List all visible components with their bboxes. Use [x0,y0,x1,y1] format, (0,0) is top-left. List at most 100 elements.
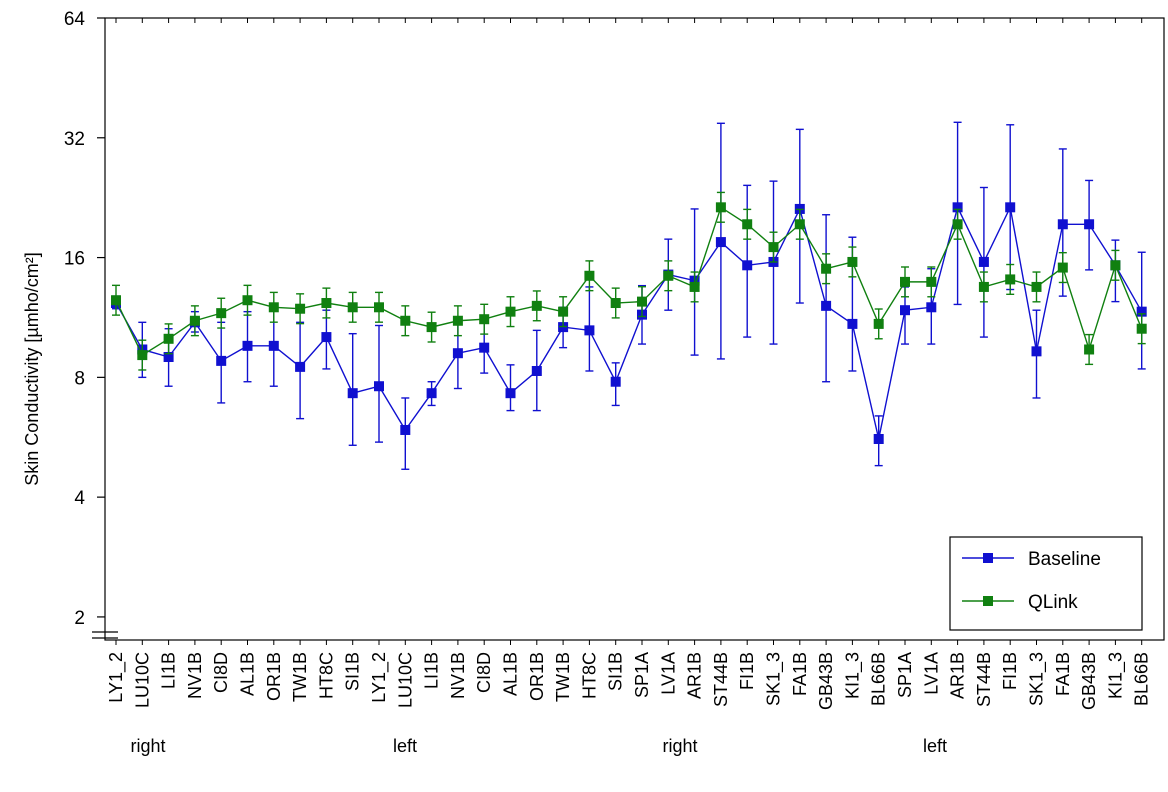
data-point [242,295,253,306]
data-point [268,340,279,351]
data-point [610,376,621,387]
x-category-label: CI8D [211,652,231,693]
data-point [1057,219,1068,230]
data-point [400,424,411,435]
data-point [847,256,858,267]
x-category-label: SK1_3 [1027,652,1048,706]
group-label: right [130,736,165,756]
data-point [479,342,490,353]
x-category-label: HT8C [316,652,336,699]
data-point [610,298,621,309]
x-category-label: TW1B [290,652,310,702]
legend-label: Baseline [1028,549,1101,570]
data-point [1005,274,1016,285]
y-tick-label: 16 [64,249,85,270]
y-tick-label: 64 [64,9,86,30]
data-point [374,302,384,313]
data-point [111,295,121,306]
data-point [242,340,253,351]
data-point [584,325,595,336]
data-point [1057,262,1068,273]
group-label: left [393,736,417,756]
data-point [505,306,516,317]
x-category-label: FA1B [790,652,810,696]
data-point [978,256,989,267]
series-layer [111,121,1147,470]
data-point [268,302,279,313]
series-line [115,206,1143,357]
y-tick-label: 8 [74,368,85,389]
x-category-label: KI1_3 [842,652,863,699]
data-point [1136,323,1147,334]
data-point [137,350,148,361]
data-point [216,355,227,366]
x-category-label: LU10C [132,652,152,708]
x-category-label: CI8D [474,652,494,693]
legend: Baseline QLink [949,536,1143,631]
data-point [900,305,910,316]
group-label: left [923,736,947,756]
data-point [347,388,358,399]
x-category-label: ST44B [711,652,731,707]
data-point [163,352,174,362]
data-point [452,348,463,359]
x-category-label: AL1B [238,652,258,696]
x-category-label: OR1B [527,652,547,701]
x-category-label: SI1B [343,652,363,691]
x-category-label: SP1A [895,652,915,698]
x-category-label: GB43B [816,652,836,710]
data-point [400,315,411,326]
data-point [1110,260,1121,271]
data-point [531,300,542,311]
x-category-label: LV1A [658,652,678,695]
data-point [768,242,779,253]
data-point [347,302,358,313]
data-point [452,315,463,326]
data-point [426,388,437,399]
x-category-label: OR1B [264,652,284,701]
data-point [952,202,963,213]
x-category-label: SP1A [632,652,652,698]
x-category-label: TW1B [553,652,573,702]
data-point [952,219,963,230]
data-point [742,219,753,230]
labels-layer: Skin Conductivity [µmho/cm²]LY1_2 LU10C LI… [22,252,1152,756]
data-point [216,308,227,319]
series-qlink [111,191,1147,371]
x-category-label: FI1B [737,652,757,690]
x-category-label: FI1B [1000,652,1020,690]
data-point [558,306,569,317]
data-point [584,270,595,281]
x-category-label: BL66B [1132,652,1152,706]
y-tick-label: 4 [74,488,85,509]
data-point [1084,219,1095,230]
data-point [847,318,858,329]
x-category-label: AR1B [685,652,705,699]
data-point [715,237,726,248]
data-point [794,219,805,230]
x-category-label: AL1B [501,652,521,696]
x-category-label: LV1A [921,652,941,695]
x-category-label: GB43B [1079,652,1099,710]
x-category-label: KI1_3 [1105,652,1126,699]
data-point [873,433,884,444]
data-point [479,314,490,325]
data-point [1084,344,1095,355]
data-point [321,298,332,309]
data-point [742,260,753,271]
data-point [821,300,832,311]
data-point [189,315,200,326]
x-category-label: LI1B [159,652,179,689]
series-baseline [111,121,1147,470]
x-category-label: FA1B [1053,652,1073,696]
data-point [926,302,937,313]
data-point [1031,346,1042,357]
data-point [821,263,832,274]
x-category-label: NV1B [448,652,468,699]
legend-box [949,536,1143,631]
data-point [1136,306,1147,317]
data-point [426,322,437,333]
data-point [900,276,910,287]
